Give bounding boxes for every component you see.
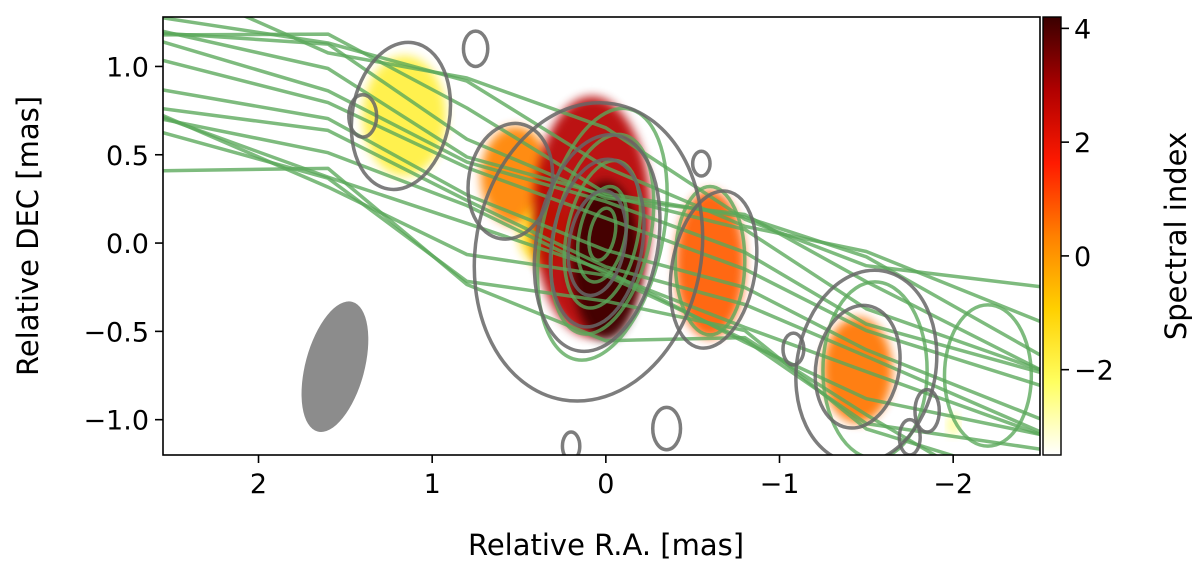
- gray-contour-island: [913, 387, 942, 434]
- colorbar-label: Spectral index: [1159, 132, 1193, 340]
- gray-contour-island: [347, 92, 379, 139]
- gray-contour-island: [650, 405, 683, 452]
- green-contour-line: [163, 117, 1040, 436]
- gray-contour-line: [548, 157, 646, 329]
- gray-contour-island: [461, 29, 490, 69]
- y-tick-label: −0.5: [83, 317, 149, 348]
- green-contour-line: [163, 58, 1040, 387]
- green-contour-line: [163, 166, 938, 455]
- gray-contour-island: [897, 417, 922, 455]
- green-contour-line: [163, 106, 1040, 434]
- colorbar: 4 2 0 −2 Spectral index: [1042, 14, 1193, 456]
- x-tick-label: −1: [760, 469, 800, 500]
- gray-contour-line: [472, 101, 705, 403]
- x-tick-label: 1: [424, 469, 441, 500]
- green-contour-line: [163, 29, 1040, 372]
- plot-frame: [162, 16, 1041, 456]
- gray-contour-line: [813, 303, 902, 430]
- gray-contour-line: [349, 40, 453, 192]
- colorbar-gradient: [1042, 16, 1062, 456]
- x-tick-label: −2: [933, 469, 973, 500]
- green-contour-knot: [942, 303, 1034, 448]
- green-contour-knot: [821, 280, 929, 455]
- x-tick-label: 2: [250, 469, 267, 500]
- colorbar-tick-label: −2: [1074, 356, 1114, 387]
- green-contour-knot: [673, 184, 747, 337]
- gray-contour-island: [690, 149, 712, 178]
- green-contour-line: [163, 40, 1040, 374]
- colorbar-tick-label: 0: [1074, 242, 1091, 273]
- y-tick-label: −1.0: [83, 406, 149, 437]
- gray-contour-line: [532, 132, 662, 354]
- x-axis-label: Relative R.A. [mas]: [468, 528, 744, 562]
- gray-contour-line: [466, 121, 555, 241]
- y-tick-label: 0.0: [106, 229, 149, 260]
- gray-contour-line: [566, 188, 628, 298]
- gray-contour-line: [794, 268, 939, 455]
- green-contour-line: [163, 88, 1040, 421]
- colorbar-ticks: 4 2 0 −2: [1061, 14, 1114, 387]
- gray-contour-island: [781, 331, 806, 367]
- green-contour-line: [163, 17, 1040, 324]
- y-axis-label: Relative DEC [mas]: [11, 96, 45, 376]
- gray-contour-line: [668, 189, 759, 350]
- y-tick-label: 1.0: [106, 52, 149, 83]
- beam-ellipse: [301, 301, 369, 432]
- contour-set-gray: [347, 29, 942, 455]
- gray-contour-island: [560, 430, 582, 455]
- colorbar-tick-label: 2: [1074, 128, 1091, 159]
- green-contour-core: [587, 206, 618, 263]
- x-tick-label: 0: [597, 469, 614, 500]
- green-contour-line: [163, 32, 1040, 357]
- beam-ellipse-group: [301, 301, 369, 432]
- y-axis-ticks: 1.0 0.5 0.0 −0.5 −1.0: [83, 52, 163, 437]
- x-axis-ticks: 2 1 0 −1 −2: [250, 455, 973, 500]
- y-tick-label: 0.5: [106, 141, 149, 172]
- colorbar-tick-label: 4: [1074, 14, 1091, 45]
- plot-area: [163, 17, 1040, 455]
- green-contour-line: [242, 17, 1040, 289]
